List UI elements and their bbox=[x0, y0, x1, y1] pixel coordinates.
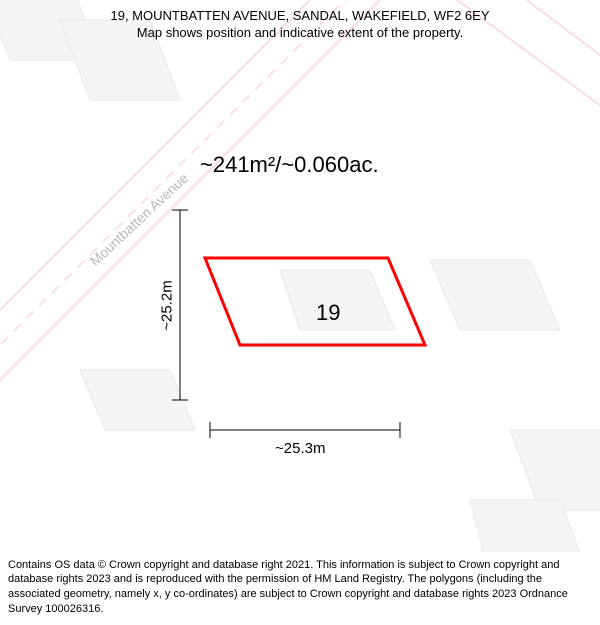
copyright-footer: Contains OS data © Crown copyright and d… bbox=[0, 552, 600, 625]
horizontal-dimension-label: ~25.3m bbox=[275, 440, 325, 457]
area-measurement-label: ~241m²/~0.060ac. bbox=[200, 152, 379, 178]
header: 19, MOUNTBATTEN AVENUE, SANDAL, WAKEFIEL… bbox=[0, 0, 600, 44]
page-title: 19, MOUNTBATTEN AVENUE, SANDAL, WAKEFIEL… bbox=[10, 8, 590, 23]
map-svg bbox=[0, 0, 600, 560]
plot-number-label: 19 bbox=[316, 300, 340, 326]
page-subtitle: Map shows position and indicative extent… bbox=[10, 25, 590, 40]
map-canvas: ~241m²/~0.060ac. 19 Mountbatten Avenue ~… bbox=[0, 0, 600, 560]
vertical-dimension-label: ~25.2m bbox=[159, 280, 176, 330]
